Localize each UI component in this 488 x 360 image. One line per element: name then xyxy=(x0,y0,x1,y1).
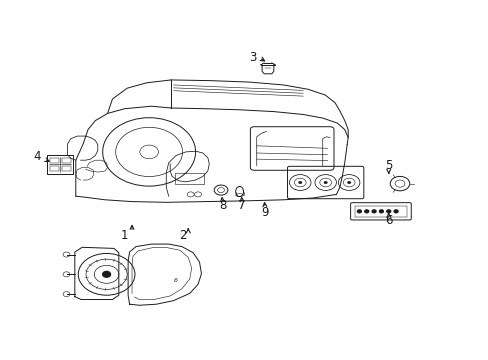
Circle shape xyxy=(386,210,390,213)
Text: 9: 9 xyxy=(261,206,268,219)
Circle shape xyxy=(357,210,361,213)
Text: 7: 7 xyxy=(238,199,245,212)
Circle shape xyxy=(371,210,375,213)
Circle shape xyxy=(323,181,327,184)
Circle shape xyxy=(393,210,397,213)
Circle shape xyxy=(346,181,350,184)
Text: 6: 6 xyxy=(384,214,392,227)
Text: 4: 4 xyxy=(33,150,41,163)
Text: 5: 5 xyxy=(384,159,392,172)
Text: 8: 8 xyxy=(218,199,226,212)
Circle shape xyxy=(298,181,302,184)
Circle shape xyxy=(379,210,383,213)
Text: 1: 1 xyxy=(121,229,128,242)
Text: 6: 6 xyxy=(174,278,178,283)
Text: 2: 2 xyxy=(179,229,187,242)
Circle shape xyxy=(102,271,110,277)
Text: 3: 3 xyxy=(249,51,257,64)
Circle shape xyxy=(364,210,368,213)
